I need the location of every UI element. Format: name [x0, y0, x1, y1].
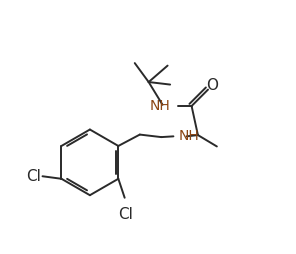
Text: O: O [206, 78, 218, 93]
Text: NH: NH [179, 129, 200, 143]
Text: Cl: Cl [118, 207, 133, 222]
Text: NH: NH [149, 99, 170, 113]
Text: Cl: Cl [26, 169, 41, 184]
